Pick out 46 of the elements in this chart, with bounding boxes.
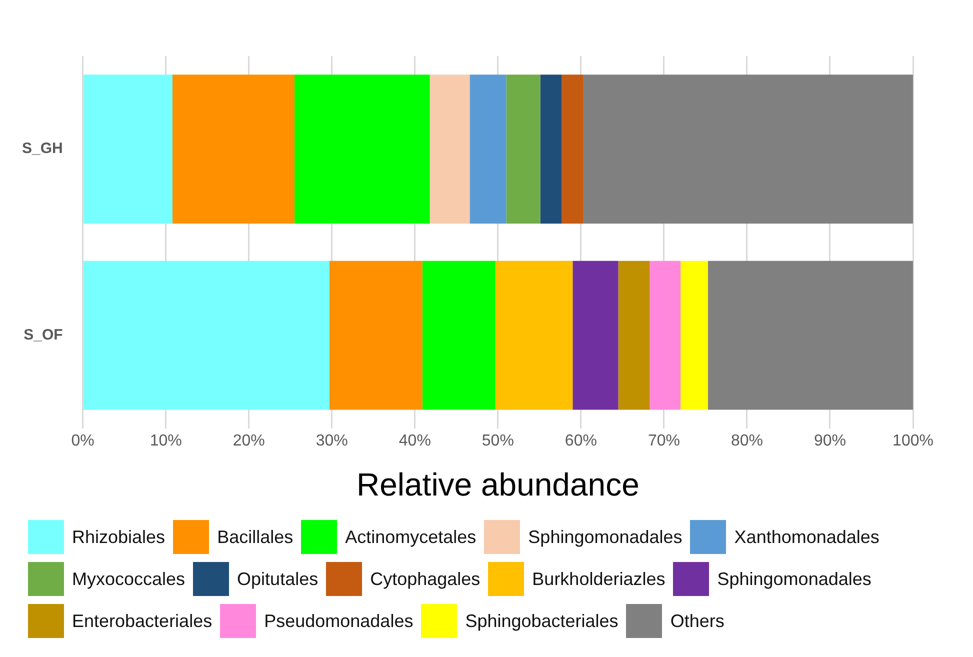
y-tick-label: S_GH	[22, 140, 63, 158]
legend-label: Sphingomonadales	[528, 526, 682, 548]
bar	[562, 74, 584, 224]
x-tick-label: 10%	[150, 432, 182, 450]
bar	[294, 74, 430, 224]
bar	[506, 74, 540, 224]
bar	[84, 260, 330, 410]
x-axis-title: Relative abundance	[356, 466, 640, 503]
x-tick-label: 70%	[648, 432, 680, 450]
bar	[329, 260, 422, 410]
legend-label: Burkholderiazles	[532, 568, 666, 590]
x-tick-label: 100%	[892, 432, 934, 450]
bar	[572, 260, 618, 410]
bar	[650, 260, 681, 410]
legend-label: Xanthomonadales	[734, 526, 880, 548]
bar	[172, 74, 295, 224]
x-tick-label: 50%	[482, 432, 514, 450]
legend-label: Pseudomonadales	[264, 610, 414, 632]
legend-label: Actinomycetales	[345, 526, 476, 548]
legend-label: Bacillales	[217, 526, 294, 548]
legend-label: Sphingobacteriales	[465, 610, 618, 632]
x-tick-label: 90%	[814, 432, 846, 450]
x-tick-label: 60%	[564, 432, 597, 450]
bar	[540, 74, 562, 224]
x-tick-label: 30%	[316, 432, 348, 450]
bar	[430, 74, 470, 224]
legend-label: Opitutales	[237, 568, 318, 590]
legend-label: Enterobacteriales	[72, 610, 212, 632]
bar	[422, 260, 496, 410]
bar	[618, 260, 650, 410]
x-tick-label: 80%	[730, 432, 763, 450]
bar	[680, 260, 708, 410]
legend-label: Rhizobiales	[72, 526, 166, 548]
x-tick-label: 20%	[232, 432, 265, 450]
legend-label: Cytophagales	[370, 568, 480, 590]
bar	[470, 74, 506, 224]
legend-label: Others	[670, 610, 724, 632]
bar	[495, 260, 573, 410]
legend-label: Sphingomonadales	[717, 568, 872, 590]
x-tick-label: 40%	[398, 432, 431, 450]
bar	[583, 74, 913, 224]
x-tick-label: 0%	[71, 432, 94, 450]
legend-label: Myxococcales	[72, 568, 186, 590]
bar	[84, 74, 173, 224]
bar	[708, 260, 913, 410]
y-tick-label: S_OF	[24, 326, 63, 344]
